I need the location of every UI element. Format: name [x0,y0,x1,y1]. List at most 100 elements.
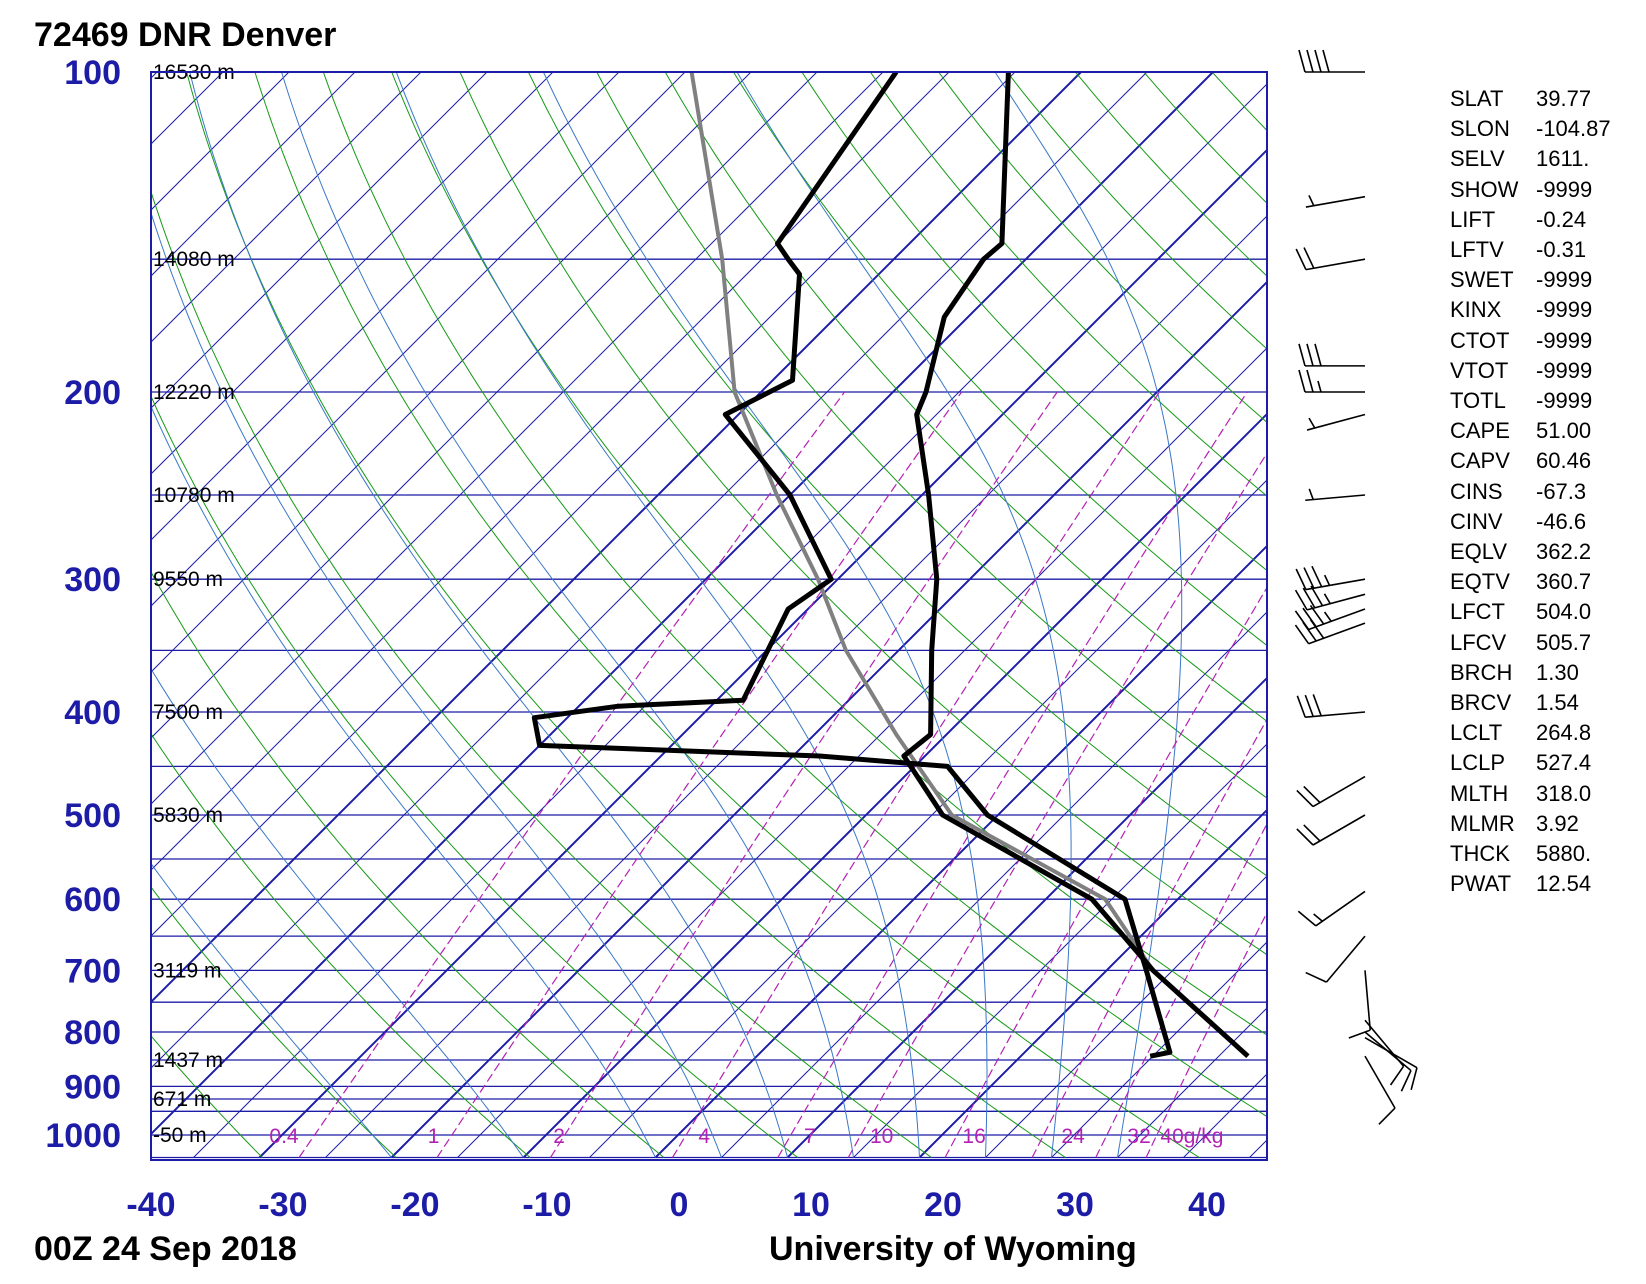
height-label: -50 m [153,1124,207,1147]
isotherm-line [0,72,91,1158]
pressure-tick-label: 200 [64,374,121,412]
station-index-key: LCLP [1450,750,1506,776]
mixing-ratio-line [436,391,963,1158]
station-index-row: EQLV 362.2 [1450,537,1646,567]
station-index-value: -9999 [1536,357,1593,383]
isotherm-line [918,808,1267,1159]
dry-adiabat-line [733,72,1267,647]
barb-staff [1312,775,1366,808]
dry-adiabat-line [151,732,531,1158]
wind-barb [1294,619,1366,645]
station-index-key: LFCT [1450,599,1505,625]
pressure-tick-label: 600 [64,881,121,919]
barb-flag [1378,1107,1396,1125]
barb-flag [1322,49,1330,73]
station-index-row: CTOT -9999 [1450,326,1646,356]
station-index-row: LFCV 505.7 [1450,628,1646,658]
dry-adiabat-line [1006,72,1267,350]
station-index-row: SLON -104.87 [1450,114,1646,144]
barb-staff [1308,622,1366,645]
station-index-row: CINV -46.6 [1450,507,1646,537]
mixing-ratio-line [671,391,1160,1158]
dry-adiabat-line [527,72,1267,877]
dry-adiabat-line [322,72,1267,1118]
background-grid [0,72,1267,1159]
isotherm-line [151,72,224,145]
wind-barb [1296,814,1366,846]
isotherm-line [151,72,356,277]
barb-half-flag [1308,417,1316,429]
wind-barb [1297,890,1366,927]
barb-half-flag [1323,593,1331,605]
isotherm-line [151,72,620,541]
height-label: 1437 m [153,1049,223,1072]
height-label: 9550 m [153,568,223,591]
isotherm-line [151,72,158,79]
station-index-row: LCLP 527.4 [1450,748,1646,778]
temperature-tick-label: 10 [792,1186,830,1224]
station-index-row: SHOW -9999 [1450,175,1646,205]
height-label: 7500 m [153,701,223,724]
station-index-key: THCK [1450,841,1510,867]
sounding-profiles [531,72,1250,1059]
moist-adiabat-line [994,72,1183,1158]
temperature-tick-label: -20 [390,1186,439,1224]
wind-barb [1296,694,1366,719]
barb-staff [1308,608,1366,631]
station-index-key: SLAT [1450,86,1504,111]
isotherm-line [151,72,422,343]
station-index-key: SELV [1450,146,1505,172]
wind-barb [1294,585,1366,611]
mixing-ratio-label: 16 [962,1125,985,1148]
plot-frame [150,71,1268,1161]
station-index-key: MLMR [1450,810,1515,836]
temperature-tick-label: 40 [1188,1186,1226,1224]
barb-staff [1325,935,1366,983]
wind-barb [1295,565,1366,591]
date-label: 00Z 24 Sep 2018 [34,1230,297,1268]
dry-adiabat-line [151,886,397,1158]
pressure-tick-label: 900 [64,1068,121,1106]
station-index-key: SWET [1450,267,1514,293]
barb-half-flag [1313,913,1323,922]
station-index-value: -104.87 [1536,116,1611,142]
temperature-tick-label: 30 [1056,1186,1094,1224]
moist-adiabat-line [151,668,524,1158]
barb-flag [1302,621,1317,642]
station-index-value: 318.0 [1536,780,1592,806]
station-index-key: VTOT [1450,357,1509,383]
temperature-tick-label: 20 [924,1186,962,1224]
barb-flag [1303,247,1315,269]
isotherm-line [786,676,1267,1159]
dry-adiabat-line [1075,72,1267,277]
mixing-ratio-label: 0.4 [269,1125,299,1148]
barb-flag [1314,49,1322,73]
station-index-value: 3.92 [1536,810,1579,836]
pressure-tick-label: 100 [64,54,121,92]
height-label: 10780 m [153,484,235,507]
station-index-value: 1.54 [1536,690,1579,716]
mixing-ratio-label: 10 [870,1125,893,1148]
barb-flag [1298,369,1306,393]
barb-staff [1305,578,1366,591]
barb-staff [1364,970,1372,1031]
station-index-key: BRCV [1450,690,1512,716]
station-index-value: -0.24 [1536,206,1587,232]
station-index-value: 504.0 [1536,599,1592,625]
station-index-row: LFTV -0.31 [1450,235,1646,265]
barb-staff [1364,1037,1418,1069]
parcel-path [689,72,1250,1058]
mixing-ratio-line [298,391,845,1158]
station-index-value: 12.54 [1536,871,1592,897]
station-index-key: LFCV [1450,629,1507,655]
barb-flag [1389,1065,1405,1086]
isotherm-line [654,544,1267,1159]
station-index-value: 505.7 [1536,629,1592,655]
station-index-key: LIFT [1450,206,1496,232]
wind-barb [1306,413,1366,431]
station-indices-table: SLAT 39.77 SLON -104.87 SELV 1611. SHOW -9999 LI… [1450,84,1646,899]
barb-half-flag [1308,488,1314,500]
wind-barb [1305,935,1366,983]
station-index-row: LFCT 504.0 [1450,597,1646,627]
